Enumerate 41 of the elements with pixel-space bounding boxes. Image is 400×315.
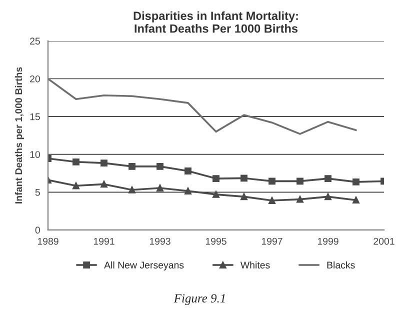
- point: [72, 182, 80, 190]
- x-tick-label: 1993: [150, 238, 170, 245]
- point: [128, 186, 136, 194]
- x-tick-label: 1989: [38, 238, 58, 245]
- x-tick-label: 1995: [206, 238, 226, 245]
- x-tick-label: 1991: [94, 238, 114, 245]
- point: [156, 162, 164, 170]
- x-tick-label: 1997: [262, 238, 282, 245]
- legend-label: Blacks: [327, 261, 355, 269]
- legend-label: All New Jerseyans: [104, 261, 184, 270]
- point: [268, 178, 276, 185]
- y-tick-label: 25: [30, 38, 40, 45]
- point: [268, 196, 276, 204]
- point: [324, 175, 332, 182]
- point: [352, 196, 360, 204]
- x-tick-label: 2001: [374, 238, 394, 245]
- point: [240, 174, 248, 182]
- point: [212, 190, 220, 198]
- y-tick-label: 10: [30, 151, 40, 158]
- point: [212, 175, 220, 182]
- legend-label: Whites: [240, 261, 270, 269]
- y-tick-label: 20: [30, 75, 40, 82]
- point: [352, 178, 360, 186]
- point: [324, 193, 332, 200]
- point: [72, 158, 80, 166]
- y-tick-label: 0: [35, 226, 40, 234]
- y-axis-title: Infant Deaths per 1,000 Births: [14, 67, 24, 204]
- x-tick-label: 1999: [318, 238, 338, 245]
- chart-title: Disparities in Infant Mortality: Infant Deaths Per 1000 Births: [134, 11, 298, 33]
- point: [100, 180, 108, 188]
- point: [156, 184, 164, 192]
- point: [296, 178, 304, 185]
- point: [100, 160, 108, 167]
- point: [184, 188, 192, 194]
- caption: Figure 9.1: [174, 294, 225, 306]
- point: [128, 162, 136, 170]
- y-tick-label: 5: [35, 188, 40, 196]
- point: [296, 196, 304, 203]
- point: [240, 193, 248, 200]
- point: [184, 168, 192, 174]
- y-tick-label: 15: [30, 113, 40, 120]
